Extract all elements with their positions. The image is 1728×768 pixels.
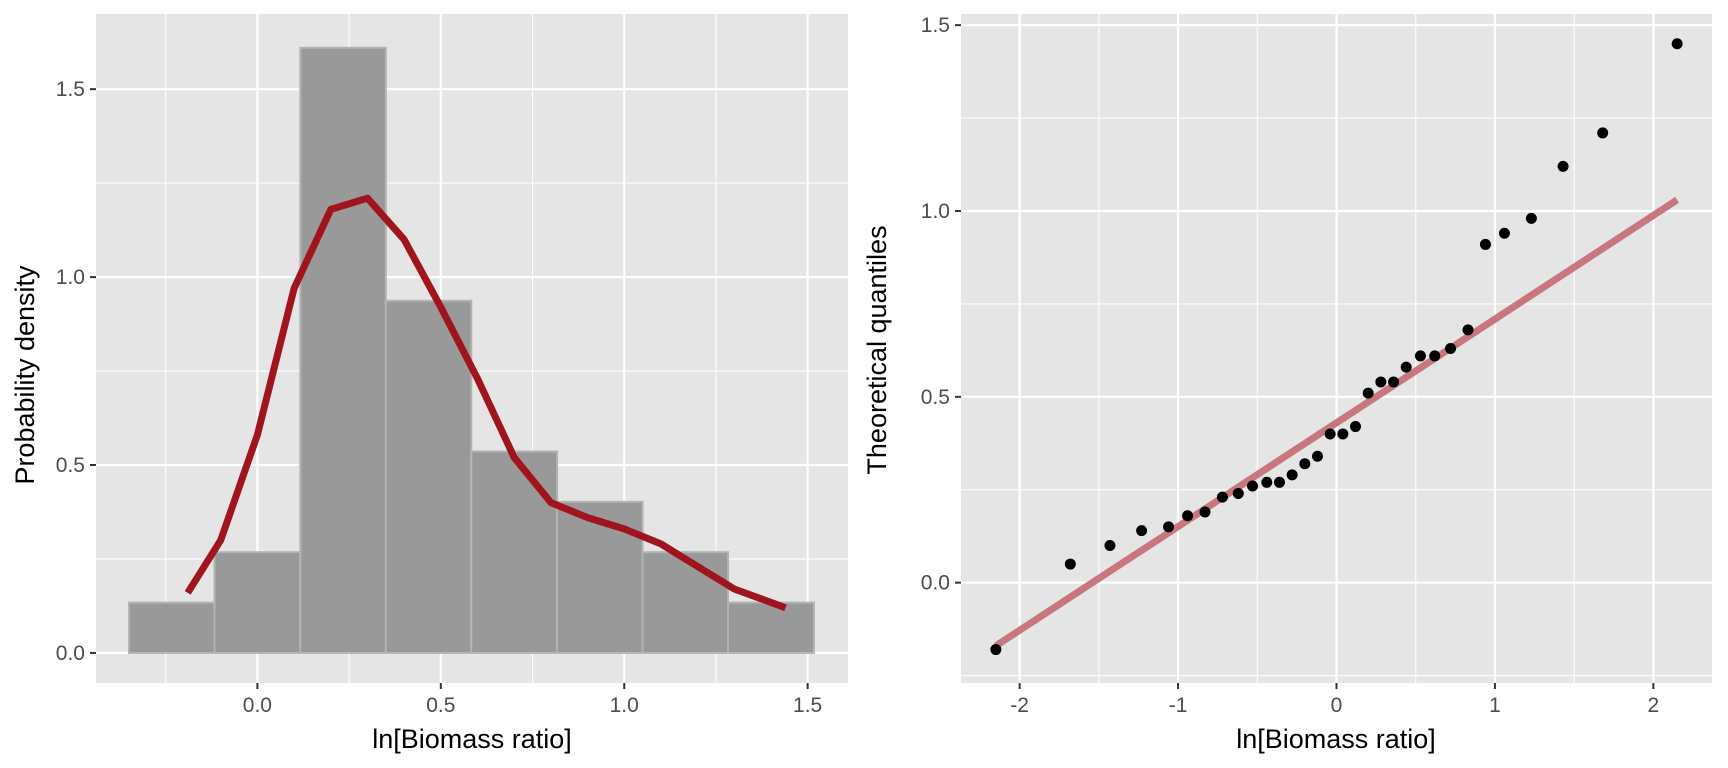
- qq-point: [1247, 480, 1259, 492]
- histogram-y-tick-label: 1.5: [56, 78, 85, 101]
- qq-x-tick-label: 0: [1331, 694, 1343, 717]
- qq-x-tick-label: 1: [1489, 694, 1501, 717]
- qq-point: [1136, 525, 1148, 537]
- histogram-y-axis-title: Probability density: [10, 265, 40, 485]
- qq-point: [1445, 343, 1457, 354]
- histogram-bar: [299, 46, 387, 654]
- histogram-bar: [727, 601, 815, 654]
- qq-point: [1597, 127, 1609, 139]
- qq-point: [1286, 469, 1298, 481]
- histogram-x-tick-label: 0.5: [426, 694, 455, 717]
- density-curve: [184, 194, 787, 612]
- histogram-x-tick-label: 1.0: [610, 694, 639, 717]
- qq-point: [990, 644, 1002, 656]
- histogram-y-tick-label: 1.0: [56, 266, 85, 289]
- qq-point: [1299, 458, 1311, 470]
- qq-point: [1337, 428, 1349, 440]
- qq-point: [1064, 558, 1076, 570]
- qq-point: [1216, 491, 1228, 503]
- qq-point: [1163, 521, 1175, 533]
- qq-y-axis-title: Theoretical quantiles: [862, 225, 892, 474]
- qq-point: [1525, 212, 1537, 224]
- qq-point: [1557, 160, 1569, 172]
- qq-point: [1388, 376, 1400, 388]
- histogram-x-tick-label: 1.5: [793, 694, 822, 717]
- histogram-x-axis-title: ln[Biomass ratio]: [372, 724, 572, 754]
- histogram-y-tick-label: 0.0: [56, 642, 85, 665]
- qq-point: [1671, 38, 1683, 50]
- qq-y-tick-label: 0.5: [921, 386, 950, 409]
- qq-point: [1199, 506, 1211, 518]
- qq-plot-panel: -2 -1 0 1 2 0.0 0.5 1.0 1.5: [921, 14, 1712, 717]
- qq-point: [1232, 487, 1244, 499]
- histogram-bar: [641, 551, 730, 654]
- qq-point: [1324, 428, 1336, 440]
- qq-x-axis-title: ln[Biomass ratio]: [1236, 724, 1436, 754]
- qq-point: [1182, 510, 1194, 522]
- qq-point: [1350, 421, 1362, 433]
- qq-point: [1414, 350, 1426, 362]
- histogram-panel: 0.0 0.5 1.0 1.5 0.0 0.5 1.0 1.5: [56, 14, 848, 717]
- histogram-bar: [128, 601, 216, 654]
- qq-y-tick-label: 0.0: [921, 572, 950, 595]
- qq-y-tick-label: 1.0: [921, 200, 950, 223]
- qq-point: [1479, 238, 1491, 250]
- qq-point: [1498, 227, 1510, 239]
- qq-y-tick-label: 1.5: [921, 14, 950, 37]
- qq-x-tick-label: -1: [1169, 694, 1188, 717]
- qq-point: [1400, 361, 1412, 373]
- qq-point: [1261, 476, 1273, 488]
- qq-x-tick-label: 2: [1648, 694, 1660, 717]
- histogram-bar: [213, 551, 302, 654]
- qq-point: [1273, 476, 1285, 488]
- qq-point: [1104, 539, 1116, 551]
- histogram-y-tick-label: 0.5: [56, 454, 85, 477]
- qq-reference-line: [993, 196, 1680, 649]
- histogram-bar: [384, 299, 473, 654]
- qq-point: [1362, 387, 1374, 399]
- qq-point: [1375, 376, 1387, 388]
- qq-point: [1429, 350, 1441, 362]
- histogram-x-tick-label: 0.0: [243, 694, 272, 717]
- histogram-bar: [470, 450, 559, 654]
- qq-point: [1311, 450, 1323, 462]
- qq-point: [1462, 324, 1474, 336]
- qq-x-tick-label: -2: [1010, 694, 1029, 717]
